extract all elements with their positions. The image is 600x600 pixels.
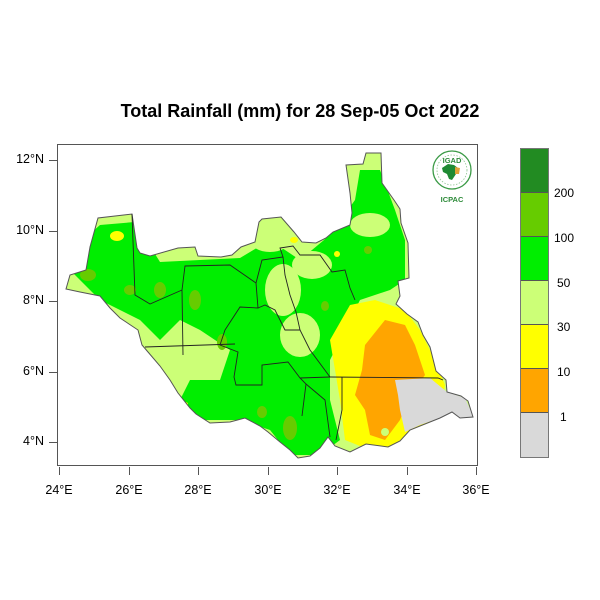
x-tick-mark — [407, 467, 408, 475]
y-tick-mark — [49, 160, 57, 161]
legend-swatch-30-50 — [521, 281, 548, 325]
igad-icpac-logo: IGAD ICPAC — [432, 150, 472, 204]
y-tick-label: 10°N — [16, 223, 44, 237]
x-tick-mark — [198, 467, 199, 475]
y-tick-mark — [49, 372, 57, 373]
x-tick-mark — [476, 467, 477, 475]
legend-label: 100 — [554, 231, 575, 245]
y-tick-label: 12°N — [16, 152, 44, 166]
x-tick-label: 28°E — [184, 483, 212, 497]
x-tick-label: 26°E — [115, 483, 143, 497]
x-tick-label: 32°E — [323, 483, 351, 497]
map-frame — [57, 144, 478, 466]
y-tick-label: 4°N — [23, 434, 44, 448]
legend-label: 30 — [557, 320, 571, 334]
legend-label: 50 — [557, 276, 571, 290]
x-tick-label: 36°E — [462, 483, 490, 497]
chart-title: Total Rainfall (mm) for 28 Sep-05 Oct 20… — [120, 101, 480, 121]
x-tick-mark — [59, 467, 60, 475]
state-boundaries — [131, 213, 444, 441]
legend-swatch-200-plus — [521, 149, 548, 193]
y-tick-label: 8°N — [23, 293, 44, 307]
legend-label: 10 — [557, 365, 571, 379]
legend-label: 1 — [560, 410, 567, 424]
y-tick-mark — [49, 301, 57, 302]
legend-label: 200 — [554, 186, 575, 200]
legend-swatch-below-1 — [521, 413, 548, 457]
legend-swatch-50-100 — [521, 237, 548, 281]
y-tick-mark — [49, 442, 57, 443]
y-tick-label: 6°N — [23, 364, 44, 378]
x-tick-label: 24°E — [45, 483, 73, 497]
legend-swatch-1-10 — [521, 369, 548, 413]
x-tick-mark — [268, 467, 269, 475]
legend-swatch-10-30 — [521, 325, 548, 369]
x-tick-mark — [129, 467, 130, 475]
logo-icpac-text: ICPAC — [441, 195, 464, 204]
legend-swatch-100-200 — [521, 193, 548, 237]
x-tick-label: 30°E — [254, 483, 282, 497]
color-legend-bar — [520, 148, 549, 458]
x-tick-label: 34°E — [393, 483, 421, 497]
y-tick-mark — [49, 231, 57, 232]
logo-igad-text: IGAD — [443, 156, 462, 165]
x-tick-mark — [337, 467, 338, 475]
